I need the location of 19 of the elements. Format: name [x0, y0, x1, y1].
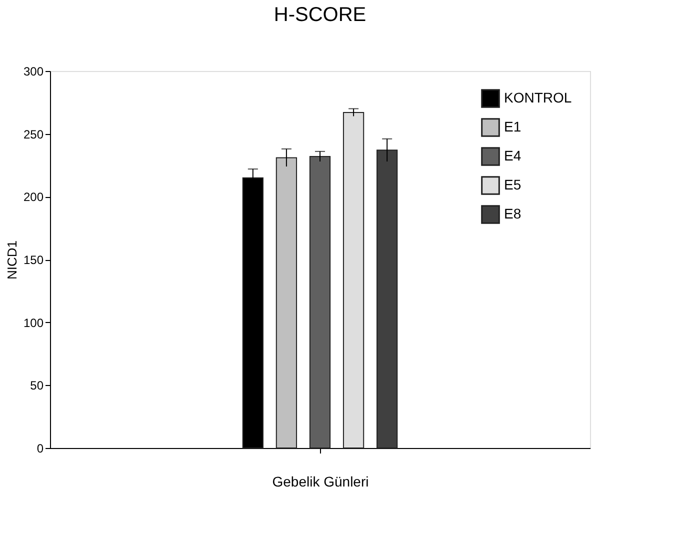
- bar: [309, 156, 331, 448]
- legend-label: E4: [504, 148, 522, 164]
- bar: [342, 112, 364, 448]
- x-axis-title: Gebelik Günleri: [272, 474, 369, 490]
- y-tick-label: 200: [23, 190, 44, 204]
- y-tick-label: 100: [23, 316, 44, 330]
- bar: [276, 157, 298, 448]
- bar: [376, 150, 398, 448]
- legend-label: E1: [504, 118, 522, 134]
- legend-label: E5: [504, 176, 522, 192]
- y-tick-label: 250: [23, 127, 44, 142]
- legend-label: E8: [504, 206, 522, 222]
- chart-title: H-SCORE: [274, 4, 366, 26]
- y-tick-label: 150: [23, 253, 44, 267]
- y-tick-label: 300: [23, 64, 44, 78]
- y-tick-label: 50: [30, 378, 44, 393]
- y-axis-title: NICD1: [4, 240, 20, 280]
- y-tick-label: 0: [36, 442, 44, 456]
- legend-label: KONTROL: [504, 90, 572, 106]
